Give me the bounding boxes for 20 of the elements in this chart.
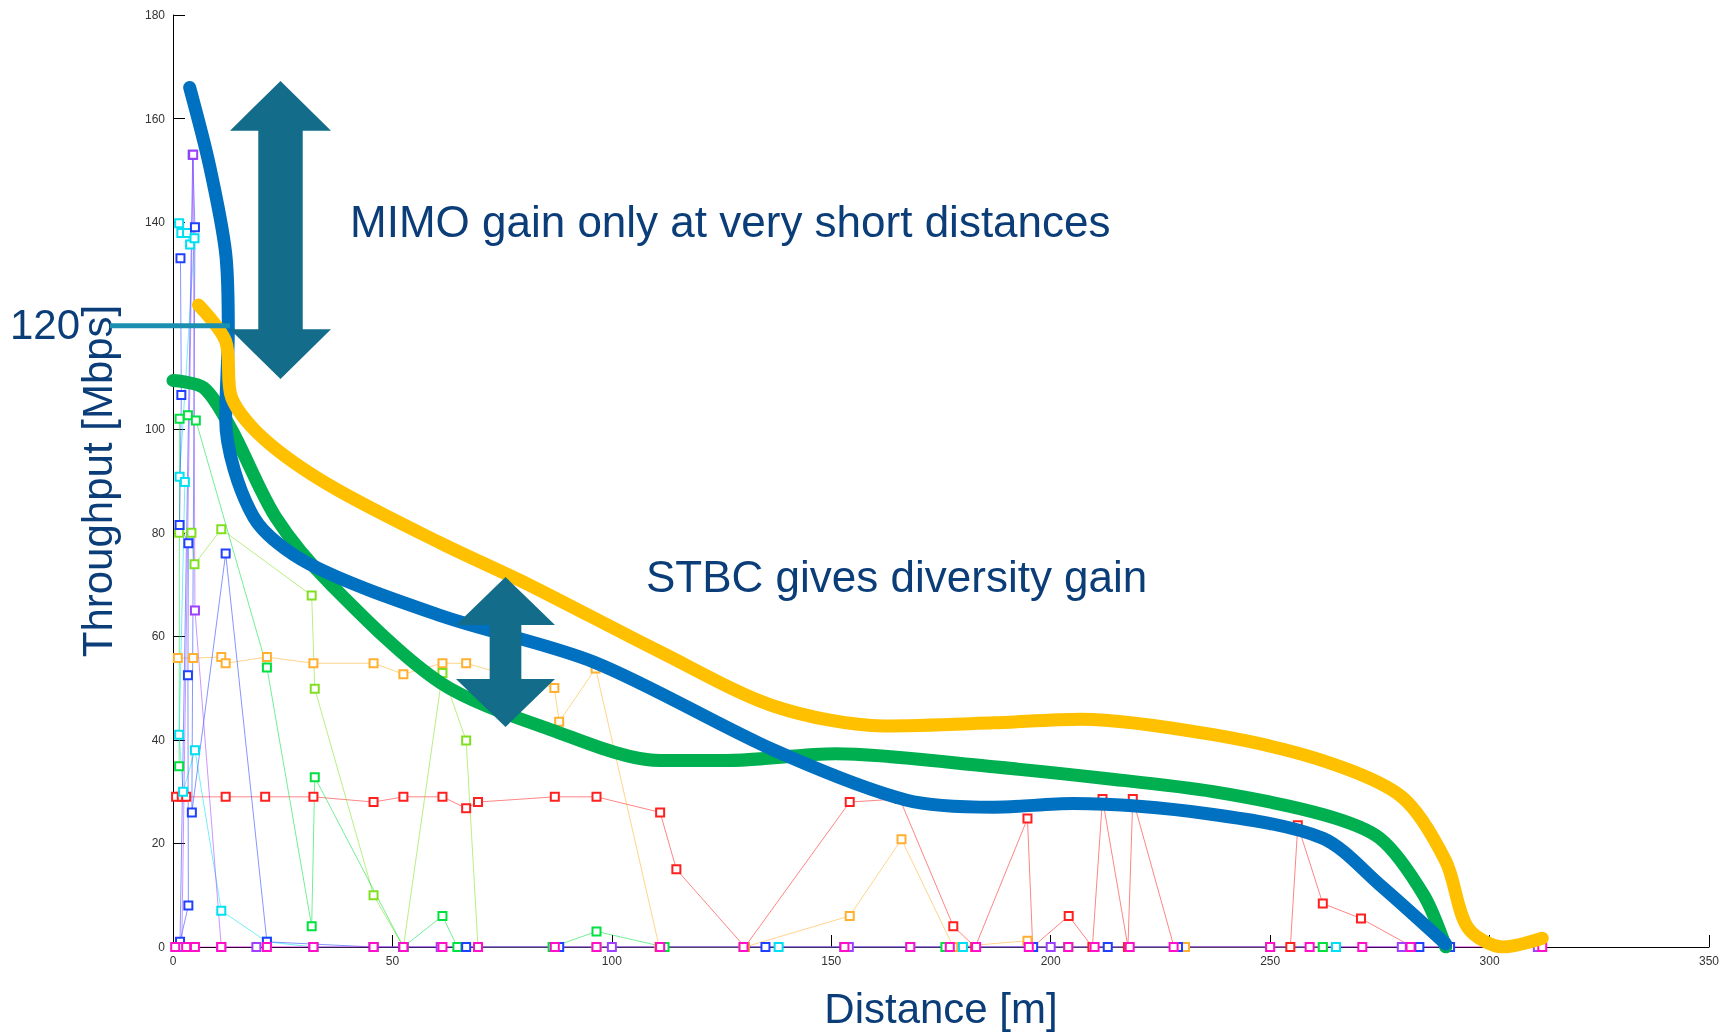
x-tick-label: 300 (1479, 954, 1500, 968)
x-tick-label: 350 (1698, 954, 1720, 968)
x-axis-title: Distance [m] (824, 984, 1058, 1032)
x-tick-label: 200 (1040, 954, 1062, 968)
annotation: MIMO gain only at very short distances (350, 196, 1111, 246)
y-tick-label: 180 (144, 8, 166, 22)
y-tick-label: 160 (144, 111, 166, 126)
annotation: STBC gives diversity gain (646, 551, 1148, 601)
x-tick-label: 100 (601, 954, 623, 968)
y-tick-label: 0 (158, 940, 166, 954)
y-tick-label: 40 (151, 732, 166, 747)
x-tick-label: 150 (821, 954, 842, 968)
x-tick-label: 50 (385, 954, 400, 968)
y-tick-label: 60 (151, 629, 166, 644)
y-tick-label: 80 (151, 525, 166, 540)
x-tick-label: 250 (1260, 954, 1281, 968)
y-tick-label: 100 (144, 422, 166, 437)
y-tick-label: 20 (151, 836, 166, 851)
y-tick-label: 140 (144, 215, 166, 230)
x-tick-label: 0 (169, 954, 177, 968)
